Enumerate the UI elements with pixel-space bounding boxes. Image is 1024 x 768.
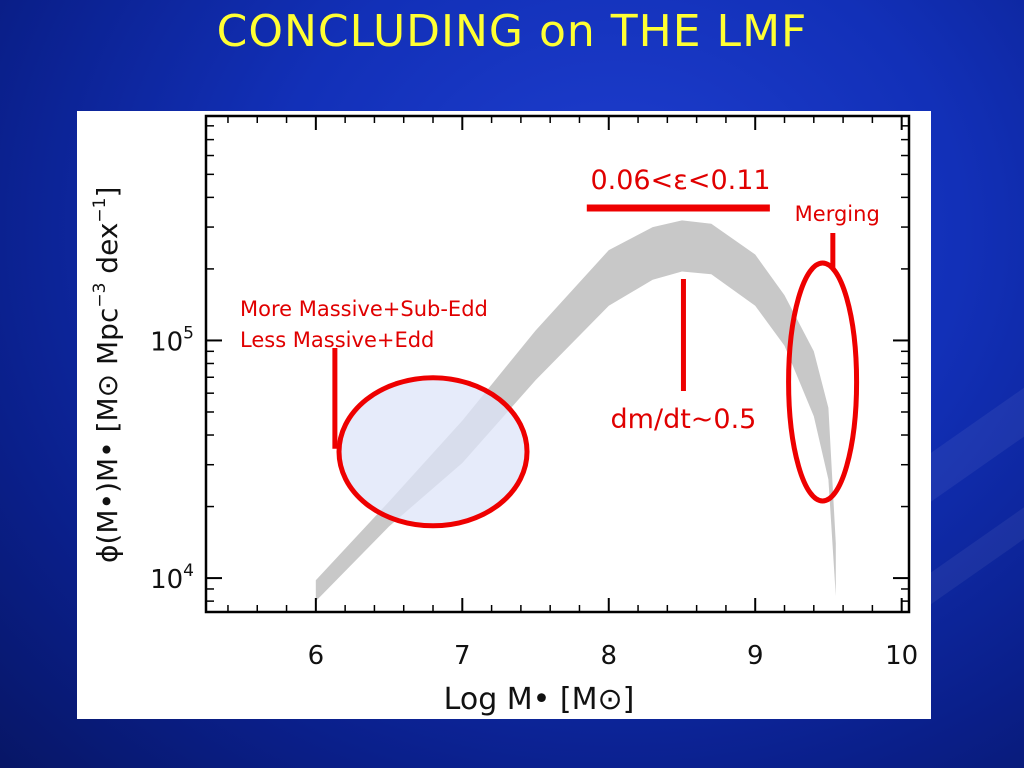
x-tick-label: 8 <box>600 641 617 671</box>
y-axis-label-prefix: ϕ(M•)M• [M⊙ Mpc <box>91 308 124 563</box>
highlight-ellipse <box>336 375 530 529</box>
y-axis-label-exp1: −3 <box>90 283 110 308</box>
lmf-chart: 6 7 8 9 10 104 105 More Massive+Sub-Edd Less Ma… <box>90 114 918 717</box>
mass-function-band <box>315 220 836 602</box>
y-axis-label-exp2: −1 <box>90 198 110 223</box>
annotation-massive-line2: Less Massive+Edd <box>240 328 434 352</box>
merging-ellipse <box>786 260 860 504</box>
x-tick-label: 10 <box>885 641 918 671</box>
y-axis-label: ϕ(M•)M• [M⊙ Mpc−3 dex−1] <box>90 187 124 563</box>
y-tick-label: 105 <box>150 323 194 357</box>
x-tick-label: 9 <box>747 641 764 671</box>
x-tick-label: 6 <box>308 641 325 671</box>
y-tick-label: 104 <box>150 561 194 595</box>
annotation-accretion: dm/dt~0.5 <box>611 404 757 435</box>
annotation-merging: Merging <box>795 202 880 226</box>
slide-title: CONCLUDING on THE LMF <box>216 6 808 57</box>
annotation-efficiency: 0.06<ε<0.11 <box>590 165 770 196</box>
annotation-massive-line1: More Massive+Sub-Edd <box>240 297 488 321</box>
x-tick-label: 7 <box>454 641 471 671</box>
y-axis-label-mid: dex <box>91 223 124 283</box>
x-axis-label: Log M• [M⊙] <box>444 682 635 717</box>
chart-panel: 6 7 8 9 10 104 105 More Massive+Sub-Edd Less Ma… <box>77 111 931 719</box>
y-axis-label-suffix: ] <box>91 187 124 198</box>
